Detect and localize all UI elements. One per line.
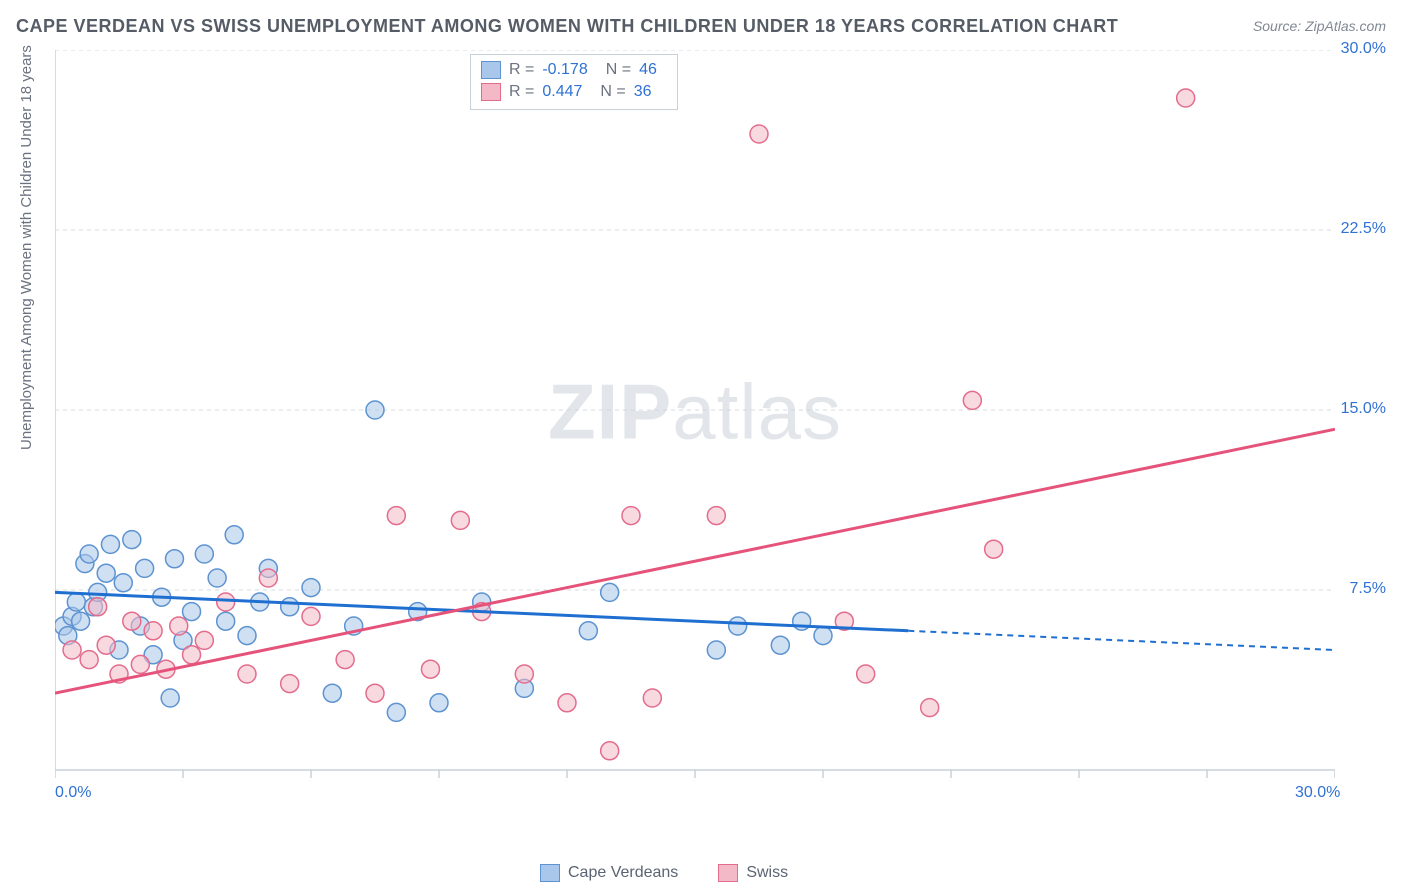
legend-item-cape-verdeans: Cape Verdeans — [540, 864, 678, 882]
source-attribution: Source: ZipAtlas.com — [1253, 18, 1386, 34]
y-tick-label: 15.0% — [1341, 400, 1386, 418]
legend-swatch-cape-verdeans — [540, 864, 560, 882]
r-value-swiss: 0.447 — [542, 81, 582, 103]
r-value-cape-verdeans: -0.178 — [542, 59, 587, 81]
y-tick-label: 30.0% — [1341, 40, 1386, 58]
r-label: R = — [509, 59, 534, 81]
n-label: N = — [606, 59, 631, 81]
swatch-swiss — [481, 83, 501, 101]
legend-label-swiss: Swiss — [746, 864, 788, 882]
y-axis-label: Unemployment Among Women with Children U… — [18, 45, 35, 450]
legend-item-swiss: Swiss — [718, 864, 788, 882]
n-value-swiss: 36 — [634, 81, 652, 103]
stats-legend: R = -0.178 N = 46 R = 0.447 N = 36 — [470, 54, 678, 110]
scatter-chart — [55, 50, 1335, 820]
y-tick-label: 22.5% — [1341, 220, 1386, 238]
stats-row-swiss: R = 0.447 N = 36 — [481, 81, 667, 103]
r-label: R = — [509, 81, 534, 103]
x-tick-label: 0.0% — [55, 784, 91, 802]
plot-area: ZIPatlas — [55, 50, 1335, 820]
y-tick-label: 7.5% — [1350, 580, 1386, 598]
x-tick-label: 30.0% — [1295, 784, 1340, 802]
stats-row-cape-verdeans: R = -0.178 N = 46 — [481, 59, 667, 81]
n-label: N = — [600, 81, 625, 103]
legend-label-cape-verdeans: Cape Verdeans — [568, 864, 678, 882]
chart-title: CAPE VERDEAN VS SWISS UNEMPLOYMENT AMONG… — [16, 16, 1118, 37]
legend-swatch-swiss — [718, 864, 738, 882]
series-legend: Cape Verdeans Swiss — [540, 864, 788, 882]
swatch-cape-verdeans — [481, 61, 501, 79]
n-value-cape-verdeans: 46 — [639, 59, 657, 81]
